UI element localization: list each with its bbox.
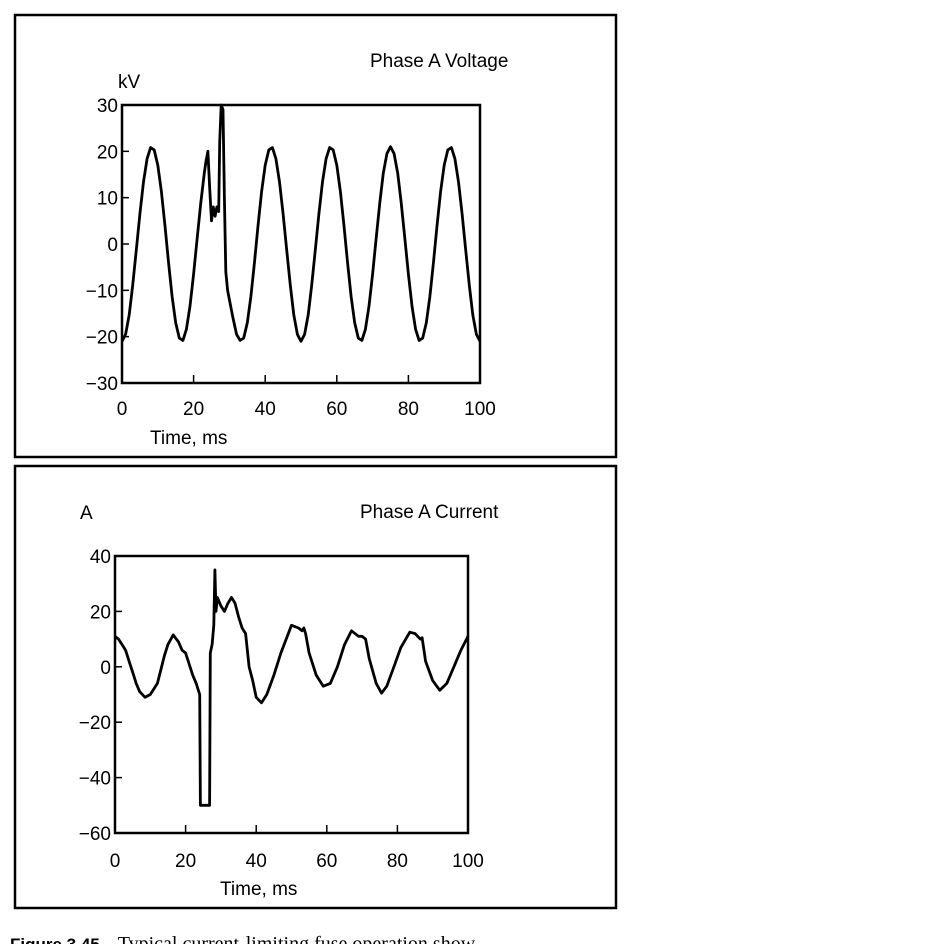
voltage-ylabel: kV (118, 72, 141, 93)
y-tick-label: 10 (97, 189, 118, 210)
x-tick-label: 80 (387, 851, 408, 872)
y-tick-label: 30 (97, 96, 118, 117)
x-tick-label: 80 (398, 399, 419, 420)
figure-caption: Figure 3.45 Typical current-limiting fus… (10, 933, 482, 944)
x-tick-label: 20 (175, 851, 196, 872)
current-panel-frame (13, 464, 618, 910)
y-tick-label: −20 (79, 713, 111, 734)
x-tick-label: 40 (255, 399, 276, 420)
x-tick-label: 60 (326, 399, 347, 420)
y-tick-label: 0 (107, 235, 118, 256)
x-tick-label: 20 (183, 399, 204, 420)
y-tick-label: −10 (86, 281, 118, 302)
x-tick-label: 60 (316, 851, 337, 872)
plot-area (113, 554, 470, 835)
series-line (114, 568, 470, 807)
x-tick-label: 0 (117, 399, 128, 420)
current-plot: 0 20 40 60 80 100 40 20 0 −20 −40 −60 (79, 547, 484, 872)
y-tick-label: −30 (86, 374, 118, 395)
caption-label: Figure 3.45 (10, 935, 100, 944)
y-tick-label: 0 (100, 658, 111, 679)
y-tick-label: 40 (90, 547, 111, 568)
x-tick-label: 100 (464, 399, 496, 420)
current-title: Phase A Current (360, 502, 499, 523)
y-tick-label: −20 (86, 328, 118, 349)
voltage-xlabel: Time, ms (150, 428, 227, 449)
caption-text: Typical current-limiting fuse operation … (118, 933, 482, 944)
x-tick-label: 0 (110, 851, 121, 872)
y-tick-label: 20 (97, 142, 118, 163)
x-tick-label: 40 (246, 851, 267, 872)
voltage-title: Phase A Voltage (370, 51, 508, 72)
y-tick-label: 20 (90, 602, 111, 623)
x-tick-label: 100 (452, 851, 484, 872)
y-tick-label: −60 (79, 824, 111, 845)
current-ylabel: A (80, 503, 93, 524)
current-xlabel: Time, ms (220, 879, 297, 900)
y-tick-label: −40 (79, 769, 111, 790)
series-line (120, 103, 482, 343)
voltage-panel-frame (13, 13, 618, 459)
